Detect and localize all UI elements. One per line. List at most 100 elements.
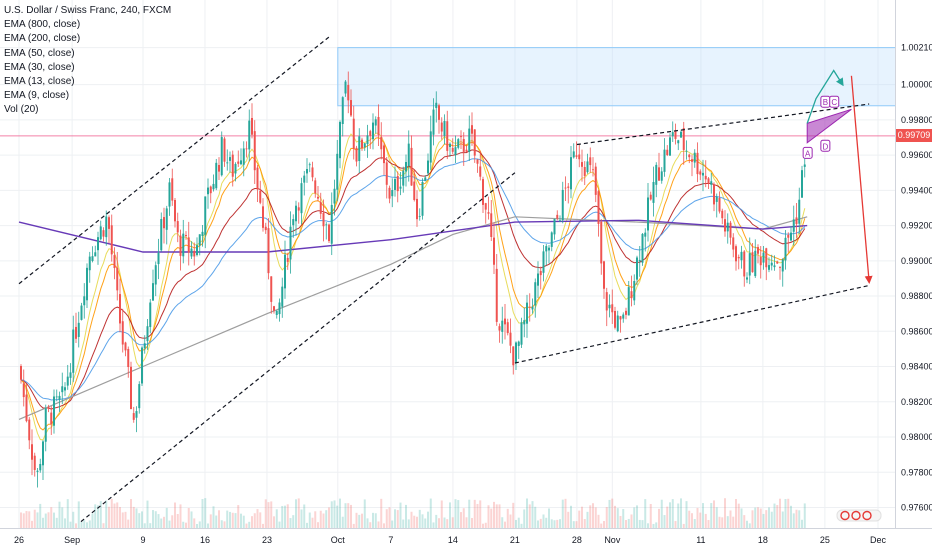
volume-bar [165, 507, 168, 528]
volume-bar [457, 500, 460, 528]
volume-bar [231, 512, 234, 528]
wedge-line-lower [514, 284, 870, 364]
legend-ema-800[interactable]: EMA (800, close) [4, 19, 81, 31]
volume-bar [251, 516, 253, 528]
volume-bar [245, 523, 248, 528]
candle-body [721, 210, 724, 219]
volume-bar [498, 504, 501, 528]
candle-body [644, 232, 647, 237]
volume-bar [641, 520, 644, 528]
candle-body [55, 396, 58, 398]
candle-body [647, 197, 649, 231]
volume-bar [72, 511, 75, 528]
volume-bar [768, 507, 770, 528]
volume-bar [168, 520, 171, 528]
candle-body [517, 341, 520, 346]
candle-body [336, 153, 339, 190]
volume-bar [688, 510, 691, 528]
candle-body [542, 251, 545, 273]
forecast-down-arrow [850, 75, 873, 284]
candle-body [141, 347, 143, 384]
candle-body [234, 163, 237, 174]
candle-body [53, 396, 55, 426]
candle-body [174, 199, 176, 222]
legend-ema-30[interactable]: EMA (30, close) [4, 61, 75, 73]
candle-body [278, 302, 281, 315]
volume-bar [185, 522, 187, 528]
candle-body [762, 252, 765, 263]
volume-bar [31, 520, 33, 528]
volume-bar [619, 515, 622, 528]
volume-bar [762, 513, 765, 528]
candle-body [330, 204, 333, 244]
candle-body [479, 166, 482, 177]
volume-bar [22, 513, 25, 528]
volume-bar [432, 522, 435, 528]
volume-bar [325, 510, 328, 528]
price-axis[interactable]: 1.00210 1.00000 0.99800 0.99600 0.99400 0.992… [895, 0, 932, 528]
volume-bar [435, 514, 438, 528]
volume-bar [80, 521, 83, 528]
candle-body [504, 318, 506, 325]
candle-body [776, 261, 779, 264]
candle-body [399, 186, 402, 189]
legend-ema-13[interactable]: EMA (13, close) [4, 76, 75, 88]
volume-bar [66, 499, 69, 528]
volume-bar [578, 510, 581, 528]
legend-volume[interactable]: Vol (20) [4, 104, 39, 116]
candle-body [220, 137, 223, 176]
time-axis[interactable]: 26 Sep 9 16 23 Oct 7 14 21 28 Nov 11 18 25 Dec [0, 528, 932, 551]
volume-bar [545, 517, 548, 528]
candle-body [520, 322, 523, 345]
price-tick-label: 0.97600 [901, 503, 932, 513]
candle-body [297, 207, 300, 211]
volume-bar [311, 517, 314, 528]
candle-body [754, 250, 757, 277]
volume-bar [451, 517, 454, 528]
volume-bar [124, 511, 127, 528]
volume-bar [696, 507, 699, 528]
volume-bar [537, 520, 539, 528]
candle-body [388, 187, 391, 199]
volume-bar [64, 518, 66, 528]
candle-body [454, 147, 457, 156]
volume-bar [438, 518, 440, 528]
legend-ema-200[interactable]: EMA (200, close) [4, 33, 81, 45]
candle-body [380, 136, 383, 150]
volume-bar [611, 498, 614, 528]
legend-ema-9[interactable]: EMA (9, close) [4, 90, 70, 102]
volume-bar [317, 522, 319, 528]
candle-body [127, 348, 130, 368]
volume-bar [138, 513, 141, 528]
candle-body [550, 232, 553, 247]
candle-body [531, 306, 534, 310]
candle-body [105, 216, 108, 238]
candle-body [308, 164, 311, 166]
volume-bar [207, 523, 209, 528]
candle-body [72, 329, 75, 373]
candle-body [149, 302, 152, 328]
volume-bar [718, 516, 721, 528]
volume-bar [669, 502, 671, 528]
candle-body [537, 273, 539, 286]
candle-body [655, 164, 658, 185]
price-tick-label: 0.97800 [901, 467, 932, 477]
volume-bar [754, 507, 757, 528]
candle-body [256, 167, 259, 190]
ema-50-line [20, 158, 806, 401]
candle-body [306, 169, 308, 174]
candle-body [636, 257, 638, 280]
volume-bar [726, 516, 729, 528]
volume-bar [633, 507, 636, 528]
candle-body [20, 366, 22, 380]
candle-body [372, 122, 374, 140]
candle-body [608, 304, 611, 309]
volume-bar [699, 512, 702, 528]
candle-body [696, 152, 699, 175]
legend-ema-50[interactable]: EMA (50, close) [4, 47, 75, 59]
candle-body [495, 268, 498, 322]
volume-bar [75, 523, 77, 528]
price-tick-label: 0.98200 [901, 397, 932, 407]
